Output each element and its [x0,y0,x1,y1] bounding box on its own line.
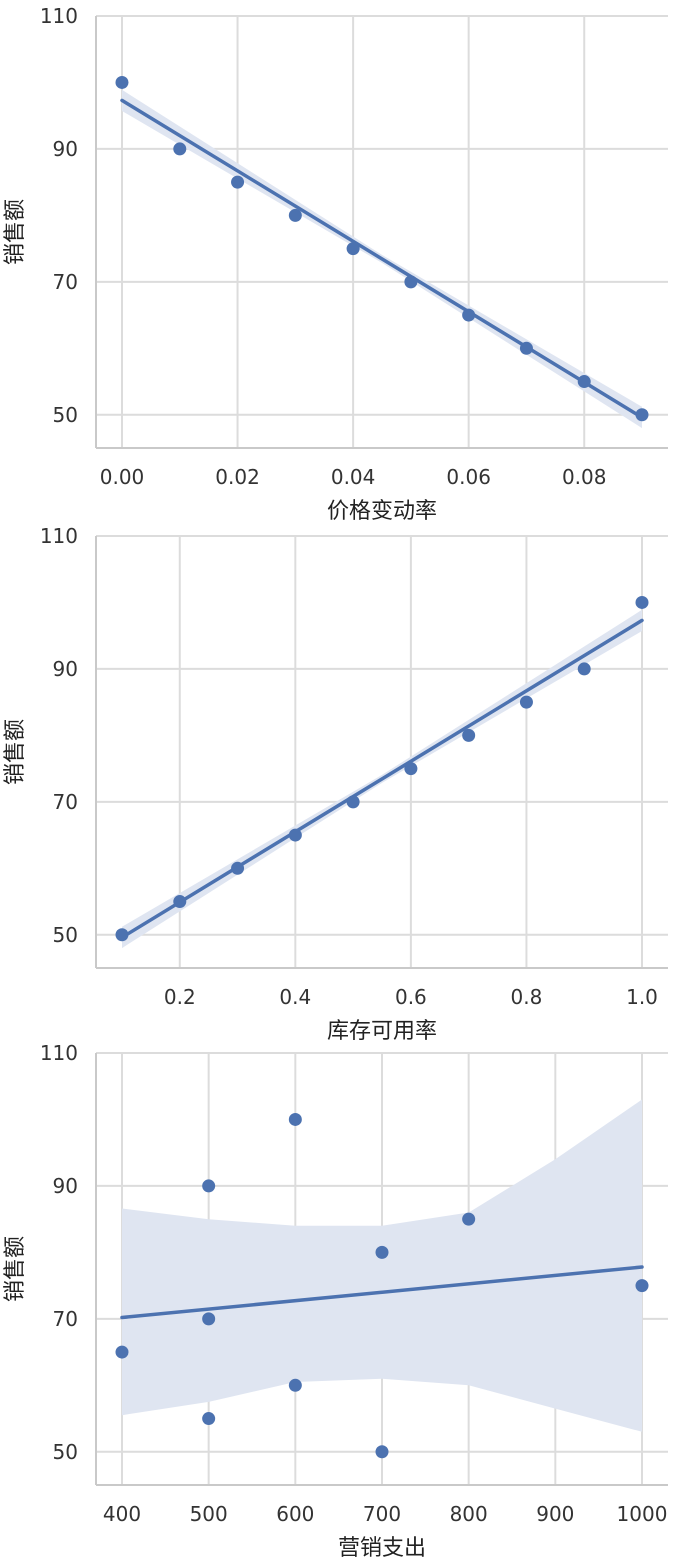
y-tick-label: 50 [53,923,78,947]
x-tick-label: 1000 [617,1502,668,1526]
data-point [577,662,591,676]
regression-line [120,618,644,940]
data-point [462,728,476,742]
y-tick-labels: 50 70 90 110 [40,524,78,947]
data-points [115,75,649,422]
data-point [173,142,187,156]
x-tick-label: 1.0 [626,985,658,1009]
y-tick-label: 110 [40,1041,78,1065]
data-point [635,1279,649,1293]
data-point [519,341,533,355]
data-point [462,308,476,322]
x-tick-label: 0.2 [164,985,196,1009]
data-point [288,828,302,842]
x-tick-label: 600 [276,1502,314,1526]
x-tick-label: 0.04 [331,465,376,489]
x-tick-label: 700 [363,1502,401,1526]
axes-spines [95,536,668,969]
y-tick-label: 70 [53,790,78,814]
y-tick-label: 90 [53,137,78,161]
data-point [346,795,360,809]
x-tick-label: 0.00 [100,465,145,489]
data-points [115,595,649,942]
confidence-band [122,1099,642,1432]
data-point [635,408,649,422]
x-tick-label: 0.02 [215,465,260,489]
x-tick-labels: 0.2 0.4 0.6 0.8 1.0 [164,985,658,1009]
x-tick-labels: 400 500 600 700 800 900 1000 [103,1502,668,1526]
y-tick-label: 50 [53,403,78,427]
x-tick-label: 900 [536,1502,574,1526]
data-point [404,275,418,289]
x-tick-label: 0.08 [562,465,607,489]
x-tick-label: 0.6 [395,985,427,1009]
y-tick-labels: 50 70 90 110 [40,1041,78,1464]
data-point [115,75,129,89]
x-tick-label: 500 [190,1502,228,1526]
y-tick-labels: 50 70 90 110 [40,4,78,427]
x-tick-label: 800 [450,1502,488,1526]
data-point [115,928,129,942]
chart-panel-marketing-spend: 400 500 600 700 800 900 1000 50 70 90 110 营销支出 销售… [3,1041,668,1561]
y-tick-label: 110 [40,524,78,548]
y-tick-label: 110 [40,4,78,28]
data-point [202,1179,216,1193]
x-tick-label: 0.4 [279,985,311,1009]
data-point [231,175,245,189]
data-point [375,1245,389,1259]
data-point [288,208,302,222]
chart-panel-price-change: 0.00 0.02 0.04 0.06 0.08 50 70 90 110 价格变动率 销售额 [3,4,668,524]
y-tick-label: 70 [53,270,78,294]
y-tick-label: 50 [53,1440,78,1464]
y-tick-label: 90 [53,1174,78,1198]
x-axis-label: 营销支出 [338,1536,426,1561]
x-axis-label: 库存可用率 [327,1019,437,1044]
regression-line [120,98,644,420]
data-points [115,1112,649,1459]
x-tick-label: 400 [103,1502,141,1526]
data-point [173,895,187,909]
data-point [288,1378,302,1392]
axes-spines [95,1053,668,1486]
x-tick-label: 0.06 [446,465,491,489]
data-point [519,695,533,709]
chart-panel-inventory-availability: 0.2 0.4 0.6 0.8 1.0 50 70 90 110 库存可用率 销售额 [3,524,668,1044]
y-tick-label: 70 [53,1307,78,1331]
data-point [115,1345,129,1359]
data-point [346,242,360,256]
data-point [375,1445,389,1459]
grid [96,535,668,968]
y-axis-label: 销售额 [3,1236,28,1302]
data-point [288,1112,302,1126]
x-tick-label: 0.8 [511,985,543,1009]
data-point [462,1212,476,1226]
x-axis-label: 价格变动率 [327,499,437,524]
data-point [635,595,649,609]
regression-line [120,1265,644,1320]
x-tick-labels: 0.00 0.02 0.04 0.06 0.08 [100,465,607,489]
y-tick-label: 90 [53,657,78,681]
axes-spines [95,16,668,449]
y-axis-label: 销售额 [3,719,28,785]
data-point [202,1312,216,1326]
data-point [231,861,245,875]
data-point [577,375,591,389]
data-point [404,762,418,776]
y-axis-label: 销售额 [3,199,28,265]
data-point [202,1412,216,1426]
